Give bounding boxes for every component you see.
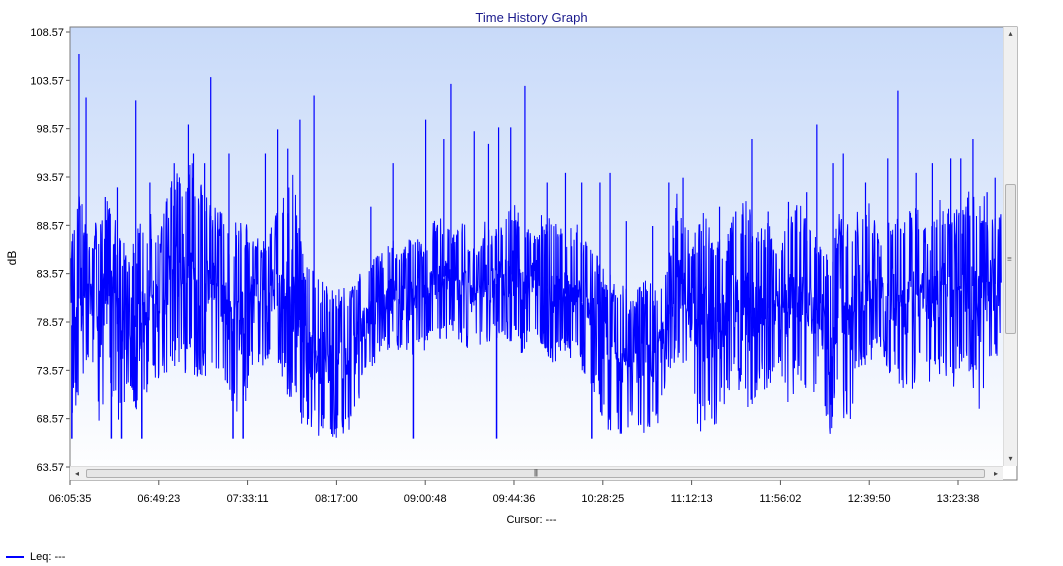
y-tick-label: 93.57 xyxy=(36,172,64,184)
x-tick-label: 08:17:00 xyxy=(315,493,358,505)
legend: Leq: --- xyxy=(6,551,65,563)
scroll-up-arrow-icon[interactable]: ▴ xyxy=(1008,29,1013,38)
legend-label: Leq: --- xyxy=(30,551,66,563)
x-axis: 06:05:35 06:49:23 07:33:11 08:17:00 09:00:48… xyxy=(49,480,980,505)
series-layer xyxy=(70,53,1002,439)
legend-swatch xyxy=(6,556,24,558)
y-tick-label: 63.57 xyxy=(36,462,64,474)
scroll-left-arrow-icon[interactable]: ◂ xyxy=(74,469,79,478)
x-tick-label: 07:33:11 xyxy=(227,493,269,505)
vertical-scrollbar[interactable]: ▴ ≡ ▾ xyxy=(1003,27,1017,466)
x-tick-label: 11:12:13 xyxy=(671,493,713,505)
vertical-scroll-thumb[interactable]: ≡ xyxy=(1005,184,1016,334)
y-tick-label: 88.57 xyxy=(36,220,64,232)
y-axis-label: dB xyxy=(5,250,19,266)
x-tick-label: 06:05:35 xyxy=(49,493,92,505)
y-tick-label: 108.57 xyxy=(30,27,64,39)
y-axis: 108.57 103.57 98.57 93.57 88.57 83.57 78.57 73.… xyxy=(30,27,70,474)
x-tick-label: 13:23:38 xyxy=(937,493,980,505)
x-tick-label: 12:39:50 xyxy=(848,493,891,505)
horizontal-scroll-thumb[interactable]: ||| xyxy=(86,468,985,478)
y-tick-label: 78.57 xyxy=(36,317,64,329)
grip-icon: ||| xyxy=(533,468,538,477)
x-tick-label: 09:00:48 xyxy=(404,493,447,505)
y-tick-label: 73.57 xyxy=(36,365,64,377)
horizontal-scrollbar[interactable]: ◂ ||| ▸ xyxy=(70,466,1003,480)
y-tick-label: 103.57 xyxy=(30,75,64,87)
scroll-right-arrow-icon[interactable]: ▸ xyxy=(993,469,998,478)
y-tick-label: 98.57 xyxy=(36,124,64,136)
x-tick-label: 11:56:02 xyxy=(759,493,801,505)
x-tick-label: 06:49:23 xyxy=(137,493,180,505)
series-line-leq xyxy=(70,163,1002,438)
cursor-readout: Cursor: --- xyxy=(506,514,557,526)
x-tick-label: 09:44:36 xyxy=(493,493,536,505)
chart-title: Time History Graph xyxy=(475,10,588,25)
y-tick-label: 83.57 xyxy=(36,269,64,281)
x-tick-label: 10:28:25 xyxy=(581,493,624,505)
scroll-down-arrow-icon[interactable]: ▾ xyxy=(1008,454,1013,463)
plot-frame xyxy=(69,26,1018,481)
y-tick-label: 68.57 xyxy=(36,414,64,426)
grip-icon: ≡ xyxy=(1007,254,1012,264)
